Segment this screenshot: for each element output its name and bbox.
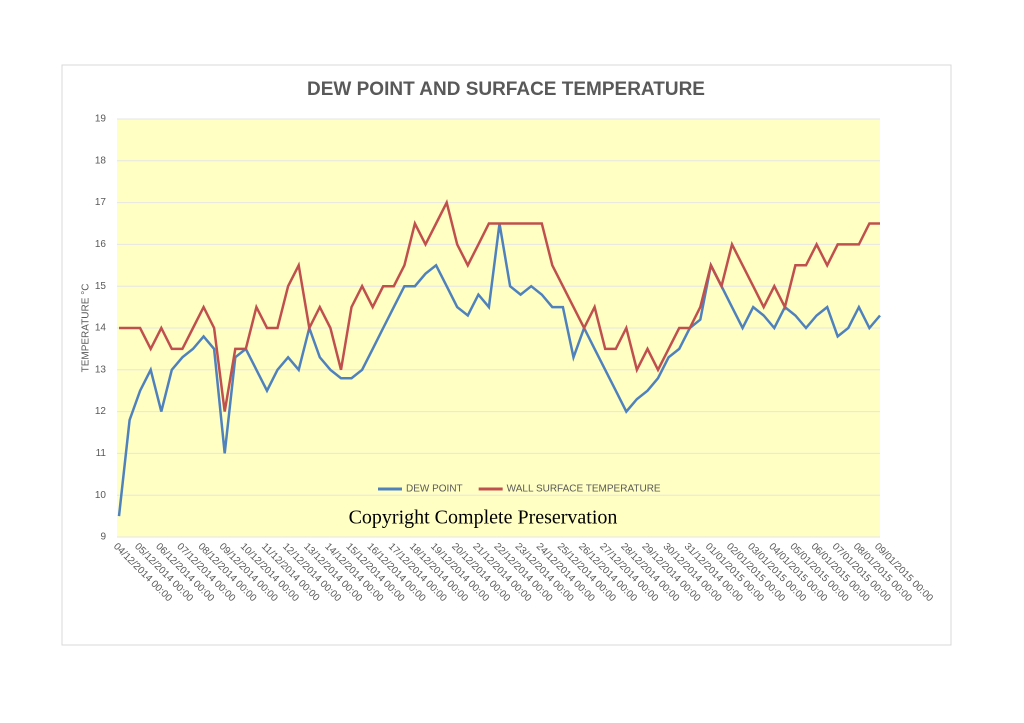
legend-label: WALL SURFACE TEMPERATURE — [507, 484, 661, 495]
y-tick-label: 11 — [96, 448, 107, 459]
y-tick-label: 16 — [95, 239, 107, 250]
y-tick-label: 15 — [95, 281, 107, 292]
y-tick-label: 19 — [95, 114, 107, 125]
y-tick-label: 18 — [95, 155, 107, 166]
annotation: Copyright Complete Preservation — [349, 507, 618, 529]
y-tick-label: 17 — [95, 197, 107, 208]
chart-title: DEW POINT AND SURFACE TEMPERATURE — [307, 79, 705, 100]
y-tick-label: 9 — [100, 532, 106, 543]
legend-label: DEW POINT — [406, 484, 463, 495]
y-tick-label: 14 — [95, 323, 107, 334]
y-tick-label: 12 — [95, 406, 107, 417]
data-line — [119, 199, 880, 412]
y-tick-label: 10 — [95, 490, 107, 501]
y-axis-label: TEMPERATURE °C — [81, 284, 92, 373]
y-tick-label: 13 — [95, 364, 107, 375]
